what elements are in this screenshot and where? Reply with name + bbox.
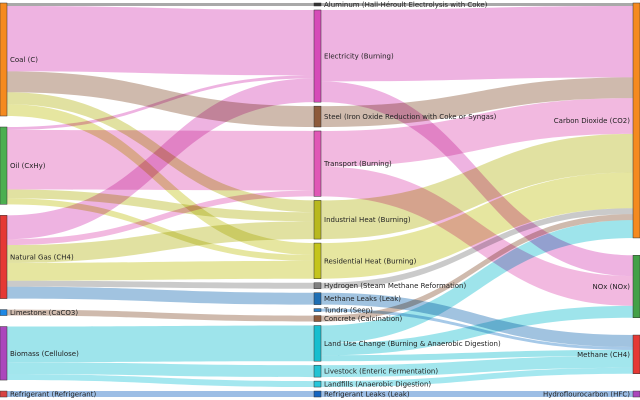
flow-landuse-to-co2 — [321, 220, 633, 344]
label-methaneleaks: Methane Leaks (Leak) — [324, 295, 401, 303]
flow-transport-to-co2 — [321, 98, 633, 167]
label-concrete: Concrete (Calcination) — [324, 315, 403, 323]
label-hydrogen: Hydrogen (Steam Methane Reformation) — [324, 282, 466, 290]
flow-oil-to-residential — [7, 198, 314, 261]
flow-biomass-to-landfills — [7, 374, 314, 388]
node-coal — [0, 2, 8, 117]
flow-livestock-to-ch4 — [321, 355, 633, 378]
flow-oil-to-industrial — [7, 189, 314, 222]
node-limestone — [0, 309, 8, 316]
node-steel — [313, 105, 322, 128]
node-methaneleaks — [313, 292, 322, 305]
node-electricity — [313, 9, 322, 103]
flow-landuse-to-ch4 — [321, 349, 633, 362]
label-biomass: Biomass (Cellulose) — [10, 350, 79, 358]
node-biomass — [0, 326, 8, 381]
node-hydrogen — [313, 282, 322, 289]
label-limestone: Limestone (CaCO3) — [10, 309, 78, 317]
label-refleaks: Refrigerant Leaks (Leak) — [324, 391, 410, 399]
node-concrete — [313, 315, 322, 322]
label-refrigerant: Refrigerant (Refrigerant) — [10, 391, 96, 399]
label-transport: Transport (Burning) — [323, 160, 392, 168]
label-electricity: Electricity (Burning) — [324, 53, 394, 61]
node-aluminum — [313, 2, 322, 7]
flow-gas-to-methaneleaks — [7, 286, 314, 305]
label-residential: Residential Heat (Burning) — [324, 257, 417, 265]
label-landuse: Land Use Change (Burning & Anaerobic Dig… — [324, 340, 501, 348]
label-coal: Coal (C) — [10, 56, 38, 64]
node-hfc — [632, 390, 640, 398]
label-livestock: Livestock (Enteric Fermentation) — [324, 368, 438, 376]
flow-hydrogen-to-co2 — [321, 208, 633, 289]
flow-steel-to-co2 — [321, 77, 633, 127]
label-aluminum: Aluminum (Hall-Héroult Electrolysis with… — [324, 1, 488, 9]
flow-industrial-to-co2 — [321, 133, 633, 240]
label-co2: Carbon Dioxide (CO2) — [554, 117, 630, 125]
flow-coal-to-electricity — [7, 5, 314, 76]
label-landfills: Landfills (Anaerobic Digestion) — [324, 381, 431, 389]
flow-landuse-to-nox — [321, 305, 633, 356]
label-nox: NOx (NOx) — [593, 283, 631, 291]
flow-oil-to-electricity — [7, 75, 314, 130]
node-industrial — [313, 200, 322, 240]
node-gas — [0, 215, 8, 299]
node-transport — [313, 130, 322, 197]
flow-refrigerant-to-refleaks — [7, 391, 314, 397]
label-industrial: Industrial Heat (Burning) — [324, 216, 411, 224]
flow-coal-to-aluminum — [7, 3, 314, 6]
node-co2 — [632, 2, 640, 239]
flow-refleaks-to-hfc — [321, 391, 633, 397]
flow-gas-to-residential — [7, 260, 314, 281]
label-hfc: Hydroflourocarbon (HFC) — [543, 391, 630, 399]
node-landfills — [313, 380, 322, 388]
flow-electricity-to-co2 — [321, 5, 633, 82]
node-refleaks — [313, 390, 322, 398]
label-tundra: Tundra (Seep) — [323, 307, 373, 315]
flow-concrete-to-co2 — [321, 214, 633, 322]
node-oil — [0, 126, 8, 205]
flow-gas-to-transport — [7, 190, 314, 246]
flow-biomass-to-landuse — [7, 325, 314, 363]
node-tundra — [313, 308, 322, 312]
label-steel: Steel (Iron Oxide Reduction with Coke or… — [324, 113, 497, 121]
node-nox — [632, 255, 640, 318]
label-oil: Oil (CxHy) — [10, 162, 46, 170]
flow-gas-to-industrial — [7, 221, 314, 263]
label-ch4: Methane (CH4) — [577, 351, 630, 359]
flow-links — [7, 3, 633, 397]
flow-biomass-to-livestock — [7, 362, 314, 378]
flow-gas-to-hydrogen — [7, 280, 314, 289]
flow-gas-to-electricity — [7, 78, 314, 240]
label-gas: Natural Gas (CH4) — [10, 253, 74, 261]
node-ch4 — [632, 334, 640, 374]
node-residential — [313, 242, 322, 280]
flow-aluminum-to-co2 — [321, 3, 633, 6]
node-refrigerant — [0, 390, 8, 398]
node-landuse — [313, 325, 322, 362]
node-labels: Coal (C) Oil (CxHy) Natural Gas (CH4) Limes… — [10, 1, 630, 399]
flow-landfills-to-ch4 — [321, 367, 633, 388]
flow-limestone-to-concrete — [7, 309, 314, 322]
flow-residential-to-co2 — [321, 172, 633, 279]
node-livestock — [313, 364, 322, 378]
